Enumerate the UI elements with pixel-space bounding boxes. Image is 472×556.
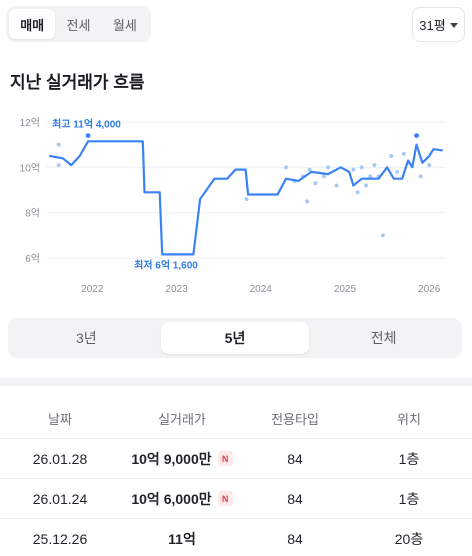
period-tabs: 3년 5년 전체 — [8, 318, 462, 358]
scatter-point — [56, 142, 61, 147]
tab-monthly-rent[interactable]: 월세 — [112, 17, 137, 33]
deal-type-tabs: 매매 전세 월세 — [6, 6, 151, 42]
price-line — [49, 140, 443, 256]
x-tick-label: 2023 — [165, 284, 188, 295]
header-price: 실거래가 — [158, 411, 206, 427]
scatter-point — [418, 174, 423, 179]
scatter-point — [351, 167, 356, 172]
max-price-label: 최고 11억 4,000 — [52, 118, 121, 131]
scatter-point — [355, 190, 360, 195]
x-tick-label: 2024 — [250, 284, 273, 295]
scatter-point — [326, 165, 331, 170]
row-type: 84 — [287, 450, 303, 467]
pyeong-value: 31평 — [419, 18, 446, 33]
scatter-point — [244, 197, 249, 202]
row-type: 84 — [287, 530, 303, 547]
row-price-cell: 10억 9,000만 N — [120, 449, 244, 469]
row-date: 25.12.26 — [32, 530, 88, 547]
transaction-table: 날짜 실거래가 전용타입 위치 26.01.28 10억 9,000만 N 84… — [0, 398, 472, 556]
tab-5-years[interactable]: 5년 — [160, 322, 310, 354]
section-divider — [0, 378, 472, 386]
pyeong-select[interactable]: 31평 — [412, 7, 465, 42]
row-floor: 20층 — [394, 530, 424, 547]
row-price-cell: 10억 6,000만 N — [120, 489, 244, 509]
table-row[interactable]: 26.01.24 10억 6,000만 N 84 1층 — [0, 478, 472, 518]
row-type: 84 — [287, 490, 303, 507]
y-tick-label: 8억 — [25, 208, 40, 220]
row-floor: 1층 — [398, 490, 420, 507]
scatter-point — [401, 151, 406, 156]
scatter-point — [305, 199, 310, 204]
tab-3-years[interactable]: 3년 — [76, 330, 97, 346]
table-row[interactable]: 25.12.26 11억 84 20층 — [0, 518, 472, 556]
highlight-point — [414, 133, 419, 138]
row-price: 10억 9,000만 — [131, 450, 212, 467]
tab-jeonse[interactable]: 전세 — [66, 17, 91, 33]
row-floor: 1층 — [398, 450, 420, 467]
scatter-point — [380, 233, 385, 238]
table-row[interactable]: 26.01.28 10억 9,000만 N 84 1층 — [0, 438, 472, 478]
x-tick-label: 2026 — [418, 284, 441, 295]
table-header: 날짜 실거래가 전용타입 위치 — [0, 398, 472, 438]
header-type: 전용타입 — [271, 411, 319, 427]
row-price: 11억 — [168, 530, 196, 547]
scatter-point — [313, 181, 318, 186]
new-badge: N — [217, 491, 233, 506]
tab-sale[interactable]: 매매 — [9, 9, 56, 39]
header-floor: 위치 — [397, 411, 421, 427]
scatter-point — [395, 169, 400, 174]
price-trend-chart: 12억 10억 8억 6억 2022 2023 2024 2025 2026 최고 11억 4,0… — [20, 117, 446, 295]
section-title: 지난 실거래가 흐름 — [10, 73, 145, 92]
scatter-point — [307, 167, 312, 172]
highlight-point — [85, 133, 91, 138]
row-price-cell: 11억 — [120, 529, 244, 549]
scatter-point — [56, 163, 61, 168]
chevron-down-icon — [449, 22, 458, 28]
x-tick-label: 2025 — [334, 284, 357, 295]
new-badge: N — [217, 451, 233, 466]
scatter-point — [389, 154, 394, 158]
scatter-point — [321, 174, 326, 179]
scatter-point — [334, 183, 339, 188]
scatter-point — [372, 163, 377, 168]
scatter-point — [364, 183, 368, 188]
tab-all[interactable]: 전체 — [370, 330, 397, 346]
scatter-point — [368, 174, 373, 179]
y-tick-label: 6억 — [25, 253, 40, 265]
y-tick-label: 12억 — [20, 117, 40, 129]
row-date: 26.01.28 — [32, 450, 88, 467]
scatter-point — [284, 165, 288, 170]
y-tick-label: 10억 — [20, 162, 40, 174]
min-price-label: 최저 6억 1,600 — [134, 258, 198, 271]
scatter-point — [427, 163, 432, 168]
row-date: 26.01.24 — [32, 490, 88, 507]
row-price: 10억 6,000만 — [131, 490, 212, 507]
scatter-point — [359, 165, 364, 170]
header-date: 날짜 — [48, 411, 72, 427]
x-tick-label: 2022 — [81, 284, 104, 295]
